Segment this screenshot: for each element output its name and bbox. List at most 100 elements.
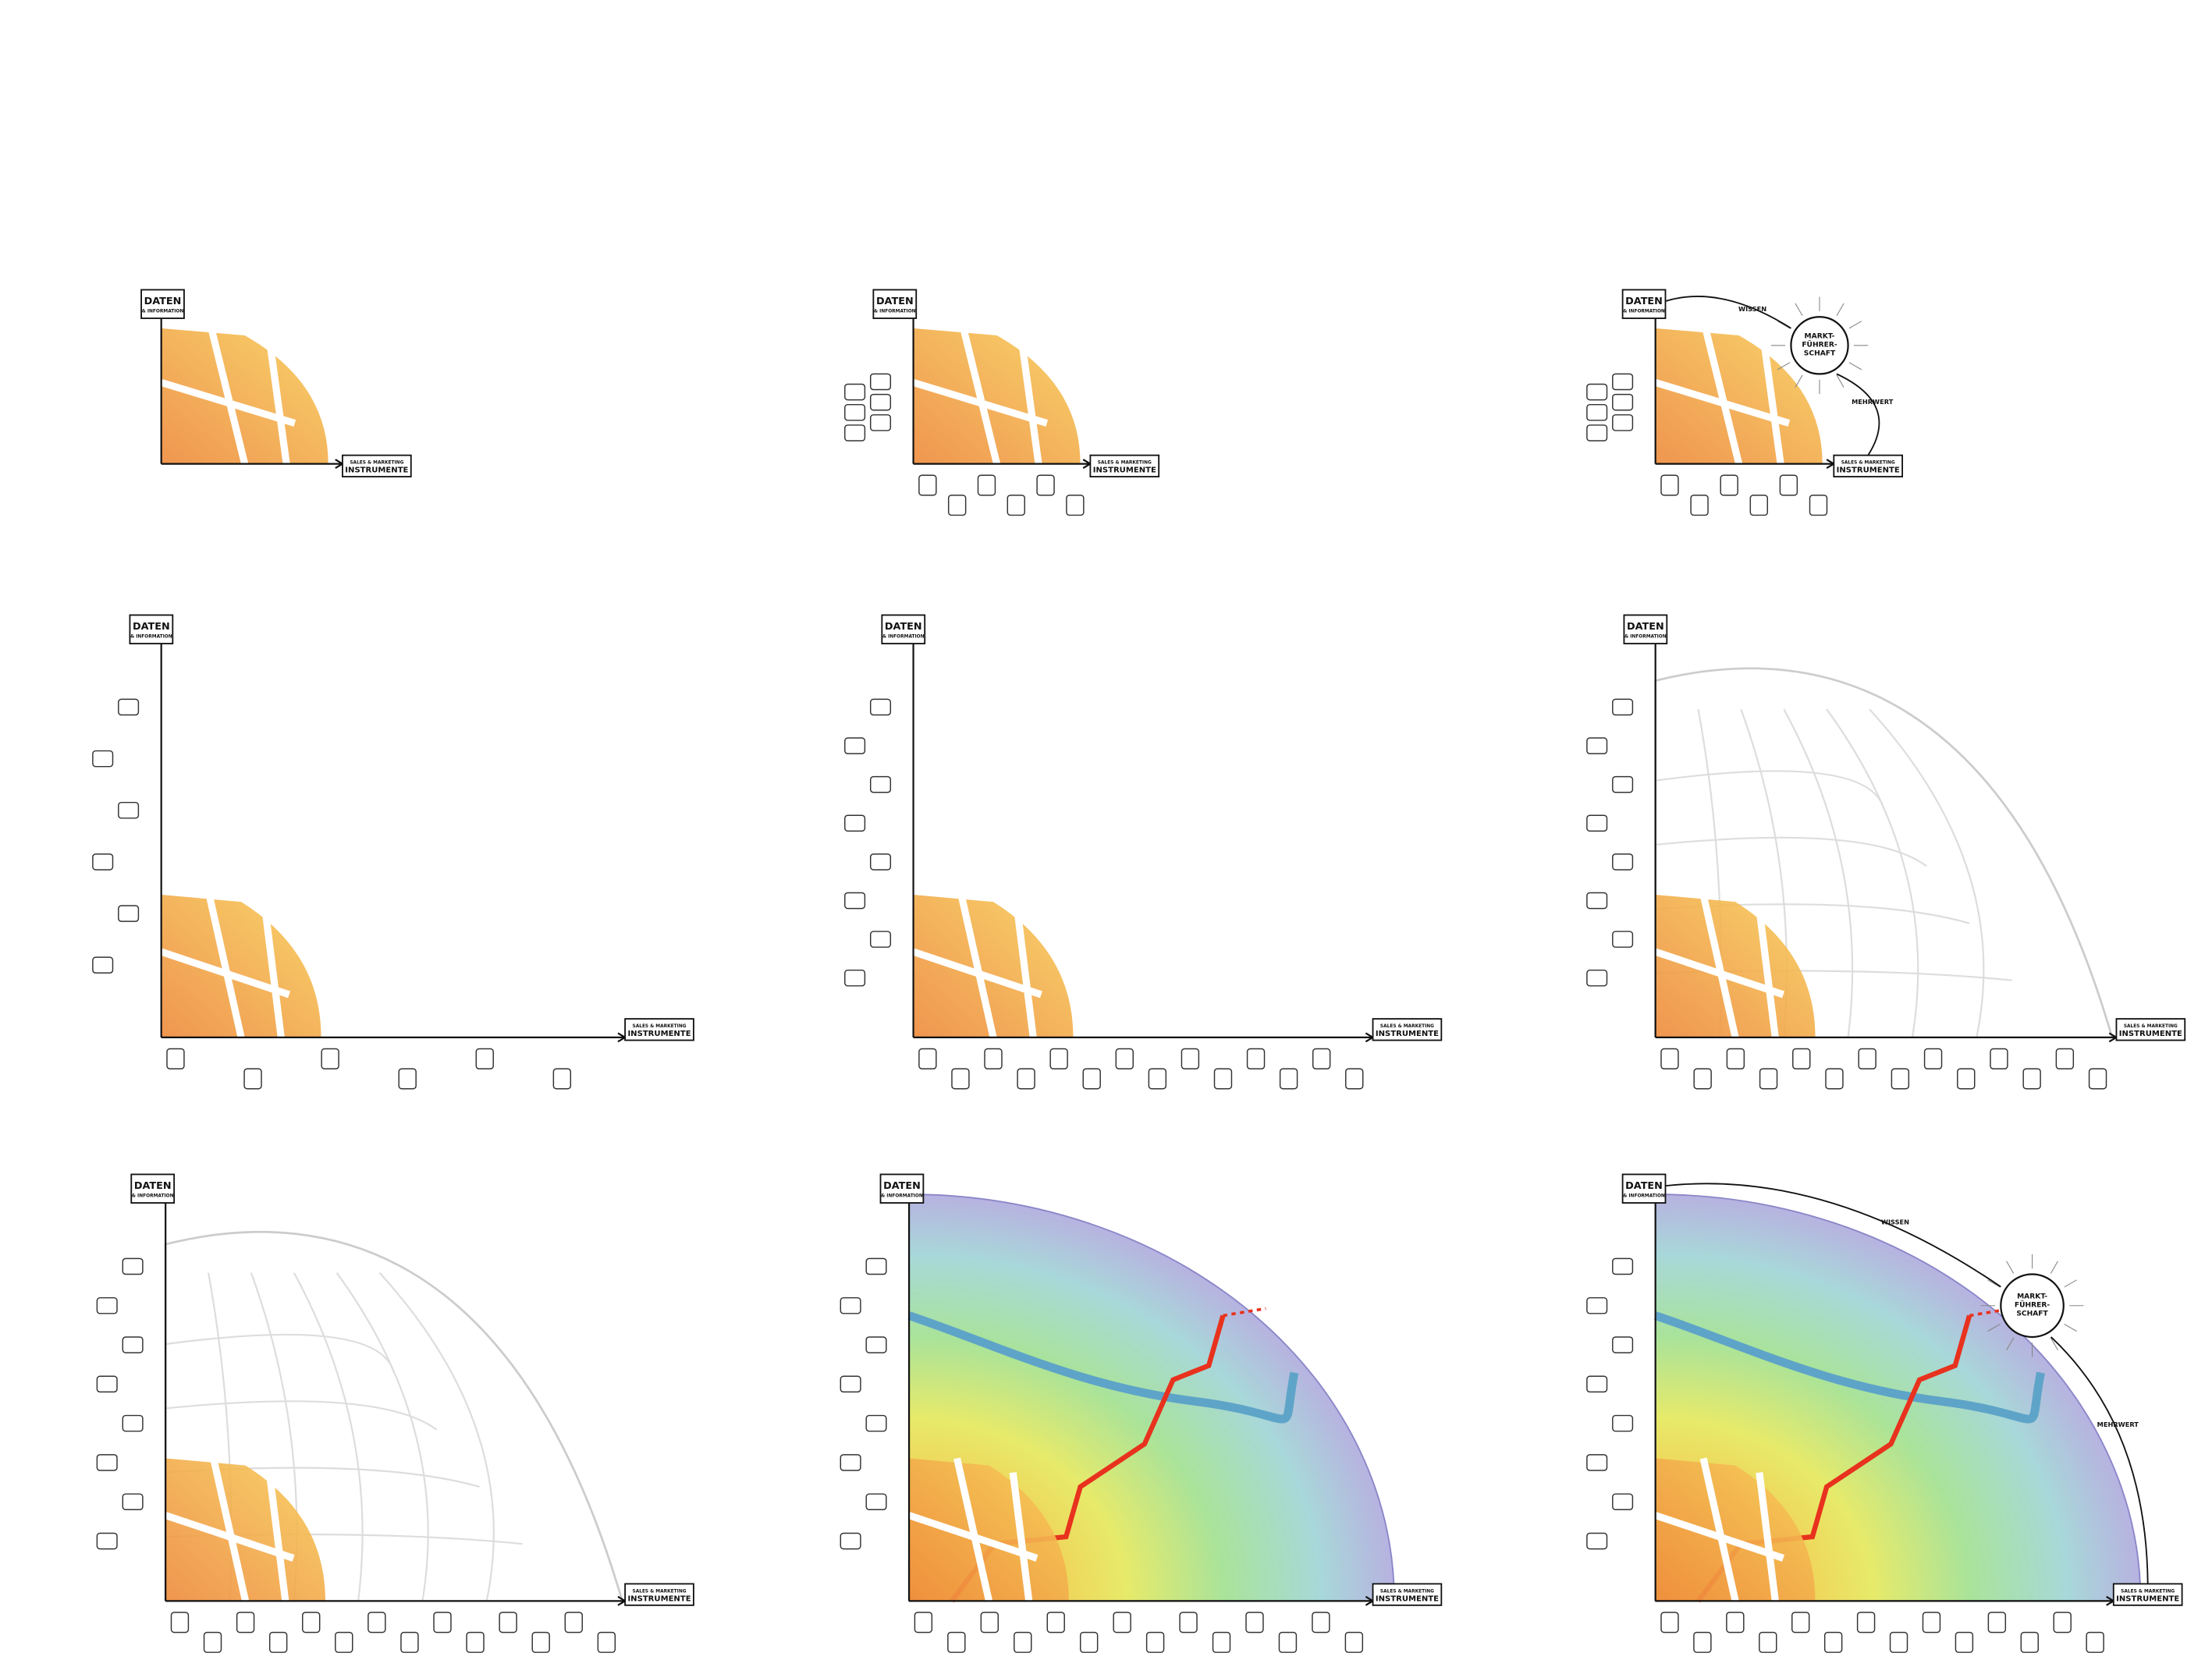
icon <box>2088 1068 2107 1090</box>
y-label-box <box>879 1173 925 1204</box>
icon <box>1792 1048 1811 1069</box>
icon <box>1017 1068 1035 1090</box>
icon <box>92 853 114 871</box>
y-label-box <box>129 614 174 644</box>
icon <box>96 1454 118 1471</box>
icon <box>122 1493 144 1511</box>
icon <box>1891 1068 1910 1090</box>
y-subtitle: & INFORMATION <box>1623 310 1665 314</box>
icon <box>844 814 866 832</box>
icon <box>1082 1068 1101 1090</box>
x-label-box <box>342 454 412 477</box>
side-arrow <box>1836 373 1880 456</box>
icon <box>2055 1048 2075 1069</box>
panel: DATEN & INFORMATION SALES & MARKETINGINSTR… <box>92 614 694 1090</box>
city-area <box>1655 894 1816 1037</box>
icon <box>1312 1612 1330 1633</box>
y-title: DATEN <box>876 296 914 307</box>
y-title: DATEN <box>133 621 170 633</box>
icon <box>918 1048 937 1069</box>
icon <box>977 474 996 496</box>
y-title: DATEN <box>144 296 182 307</box>
x-subtitle: SALES & MARKETING <box>1380 1589 1434 1594</box>
icon <box>2053 1612 2072 1633</box>
icon <box>1612 853 1634 871</box>
icon <box>398 1068 417 1090</box>
side-arrow-label: MEHRWERT <box>1852 398 1894 406</box>
icon <box>840 1532 861 1550</box>
y-subtitle: & INFORMATION <box>130 635 172 640</box>
icon <box>96 1296 118 1314</box>
icon <box>869 775 892 793</box>
panel: DATEN & INFORMATION SALES & MARKETINGINSTR… <box>844 289 1160 516</box>
icon <box>118 801 140 819</box>
city-area <box>1655 1458 1816 1601</box>
icon <box>1791 1612 1810 1633</box>
icon <box>243 1068 262 1090</box>
side-arrow <box>2050 1336 2149 1584</box>
icon <box>947 495 967 516</box>
icon <box>564 1612 583 1633</box>
icon <box>118 698 140 716</box>
x-title: INSTRUMENTE <box>1837 466 1900 475</box>
icon <box>1823 1631 1843 1653</box>
x-label-box <box>624 1018 694 1041</box>
sun-ray <box>1848 321 1862 329</box>
grey-street <box>1869 708 1985 1038</box>
icon <box>1181 1048 1200 1069</box>
x-subtitle: SALES & MARKETING <box>2121 1589 2175 1594</box>
icon <box>1987 1612 2007 1633</box>
icon <box>1245 1612 1264 1633</box>
grey-street <box>1783 708 1854 1038</box>
panel: DATEN & INFORMATION SALES & MARKETINGINSTR… <box>96 1173 694 1653</box>
y-title: DATEN <box>1625 1180 1663 1192</box>
icon <box>1955 1631 1974 1653</box>
panel: DATEN & INFORMATION SALES & MARKETINGINSTR… <box>1586 1173 2183 1653</box>
icon <box>869 393 892 411</box>
icon <box>1278 1631 1298 1653</box>
sun-ray <box>1795 303 1803 317</box>
x-label-box <box>2115 1018 2186 1041</box>
x-subtitle: SALES & MARKETING <box>350 461 403 466</box>
icon <box>1213 1068 1233 1090</box>
streets <box>1654 893 1785 1038</box>
icon <box>122 1414 144 1432</box>
icon <box>1923 1048 1943 1069</box>
icon <box>1179 1612 1198 1633</box>
y-subtitle: & INFORMATION <box>142 310 184 314</box>
icon <box>1014 1631 1032 1653</box>
x-subtitle: SALES & MARKETING <box>1380 1024 1434 1029</box>
y-label-box <box>130 1173 176 1204</box>
icon <box>1660 1612 1679 1633</box>
y-title: DATEN <box>134 1180 172 1192</box>
icon <box>1586 383 1608 401</box>
icon <box>844 892 866 910</box>
icon <box>1809 495 1828 516</box>
top-arrow <box>1665 1183 2001 1288</box>
icon <box>1660 1048 1679 1069</box>
icon <box>96 1375 118 1393</box>
goal-circle <box>1790 316 1849 375</box>
icon <box>844 403 866 421</box>
icon <box>869 853 892 871</box>
x-subtitle: SALES & MARKETING <box>632 1024 686 1029</box>
icon <box>1046 1612 1065 1633</box>
x-title: INSTRUMENTE <box>345 466 408 475</box>
icon <box>1612 775 1634 793</box>
icon <box>1779 474 1798 496</box>
icon <box>203 1631 222 1653</box>
icon <box>96 1532 118 1550</box>
icon <box>1586 892 1608 910</box>
icon <box>1759 1068 1778 1090</box>
streets <box>1654 1457 1785 1602</box>
icon <box>1693 1631 1712 1653</box>
icon <box>1612 1336 1634 1353</box>
goal-text: FÜHRER- <box>1802 341 1837 349</box>
icon <box>1344 1631 1364 1653</box>
icon <box>1858 1048 1876 1069</box>
icon <box>1586 424 1608 442</box>
city-area <box>161 894 321 1037</box>
icon <box>1345 1068 1364 1090</box>
goal-text: MARKT- <box>1805 333 1835 341</box>
